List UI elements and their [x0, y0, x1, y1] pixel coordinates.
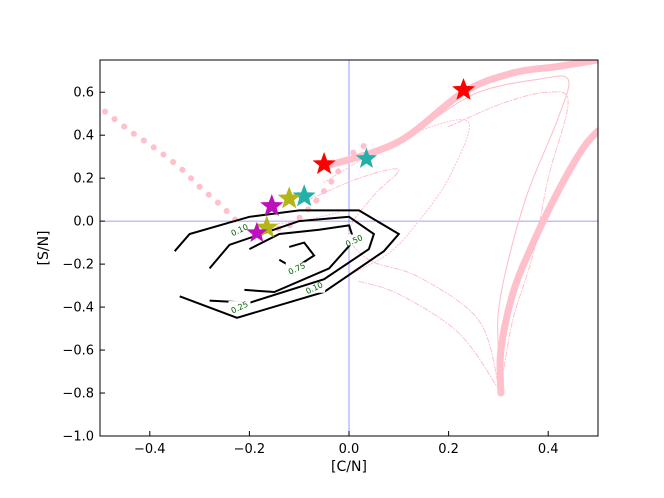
reference-lines [100, 60, 598, 436]
y-axis-label: [S/N] [36, 231, 52, 266]
x-tick-label: −0.2 [234, 442, 266, 457]
star-markers [246, 77, 476, 243]
y-tick-label: 0.2 [73, 172, 94, 187]
x-tick-label: 0.2 [438, 442, 459, 457]
model-track-line [298, 168, 499, 385]
y-tick-label: −0.8 [62, 387, 94, 402]
model-track-line [448, 91, 569, 372]
y-tick-label: 0.4 [73, 129, 94, 144]
star-marker [277, 186, 301, 209]
star-marker [260, 193, 284, 216]
contour-label-background [228, 301, 251, 313]
model-track-line [323, 119, 470, 276]
y-tick-label: −0.2 [62, 258, 94, 273]
y-tick-label: −1.0 [62, 430, 94, 445]
star-marker [246, 221, 268, 243]
star-marker [312, 152, 336, 175]
model-track-line [325, 60, 598, 169]
model-track-line [496, 127, 598, 397]
y-tick-label: 0.6 [73, 86, 94, 101]
contour-label-background [285, 262, 308, 274]
y-tick-label: 0.0 [73, 215, 94, 230]
star-marker [255, 215, 279, 238]
model-track-line [428, 75, 570, 390]
y-tick-label: −0.6 [62, 344, 94, 359]
x-axis-label: [C/N] [331, 459, 367, 475]
x-tick-label: −0.4 [134, 442, 166, 457]
star-marker [355, 147, 377, 168]
star-marker [452, 77, 476, 100]
contour-label-background [342, 234, 365, 246]
y-axis-ticks: −1.0 −0.8 −0.6 −0.4 −0.2 0.0 0.2 0.4 0.6 [62, 86, 105, 445]
contour-line [173, 209, 401, 319]
contour-label-background [303, 281, 326, 293]
model-track-line [358, 280, 499, 390]
star-marker [292, 184, 316, 207]
x-axis-ticks: −0.4 −0.2 0.0 0.2 0.4 [134, 431, 559, 457]
contour-line [244, 224, 356, 294]
x-tick-label: 0.0 [339, 442, 360, 457]
y-tick-label: −0.4 [62, 301, 94, 316]
contour-label-background [228, 223, 251, 235]
x-tick-label: 0.4 [538, 442, 559, 457]
